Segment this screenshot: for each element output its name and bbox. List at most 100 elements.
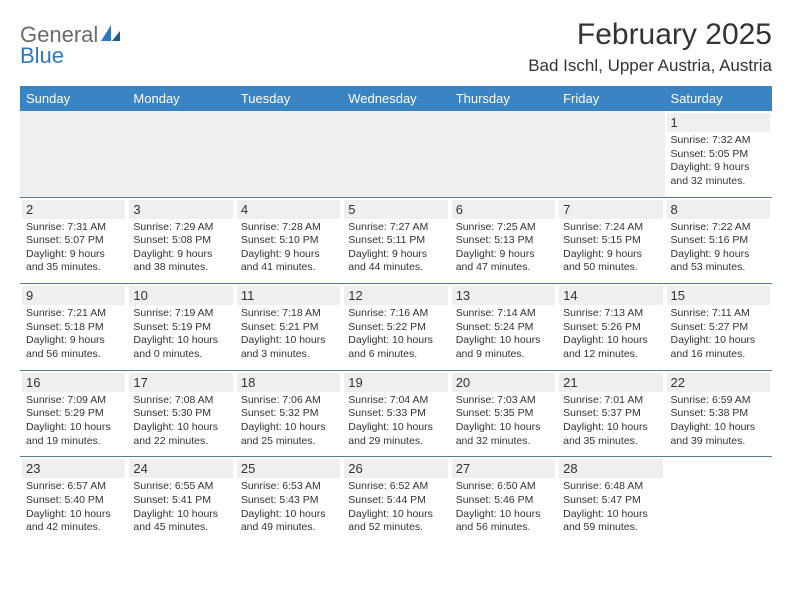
calendar-cell: 22Sunrise: 6:59 AMSunset: 5:38 PMDayligh… — [665, 370, 772, 457]
day-info: Sunrise: 6:48 AMSunset: 5:47 PMDaylight:… — [563, 480, 658, 535]
day-info: Sunrise: 7:27 AMSunset: 5:11 PMDaylight:… — [348, 221, 443, 276]
day-number: 21 — [559, 373, 662, 392]
day-number: 17 — [129, 373, 232, 392]
calendar-cell: 9 Sunrise: 7:21 AMSunset: 5:18 PMDaylight… — [20, 284, 127, 371]
calendar-cell: 12 Sunrise: 7:16 AMSunset: 5:22 PMDayligh… — [342, 284, 449, 371]
calendar-cell: . — [127, 111, 234, 197]
calendar-cell: 23 Sunrise: 6:57 AMSunset: 5:40 PMDayligh… — [20, 457, 127, 543]
day-number: 8 — [667, 200, 770, 219]
day-info: Sunrise: 7:21 AMSunset: 5:18 PMDaylight:… — [26, 307, 121, 362]
calendar-cell: . — [235, 111, 342, 197]
calendar-cell: 21 Sunrise: 7:01 AMSunset: 5:37 PMDayligh… — [557, 370, 664, 457]
day-number: 5 — [344, 200, 447, 219]
day-number: 1 — [667, 113, 770, 132]
day-number: 6 — [452, 200, 555, 219]
day-info: Sunrise: 7:25 AMSunset: 5:13 PMDaylight:… — [456, 221, 551, 276]
calendar-week: 2 Sunrise: 7:31 AMSunset: 5:07 PMDaylight… — [20, 197, 772, 284]
calendar-cell: 17Sunrise: 7:08 AMSunset: 5:30 PMDayligh… — [127, 370, 234, 457]
day-header: Thursday — [450, 86, 557, 111]
day-number: 3 — [129, 200, 232, 219]
calendar-cell: 25 Sunrise: 6:53 AMSunset: 5:43 PMDayligh… — [235, 457, 342, 543]
day-number: 9 — [22, 286, 125, 305]
day-info: Sunrise: 7:31 AMSunset: 5:07 PMDaylight:… — [26, 221, 121, 276]
calendar-week: 23 Sunrise: 6:57 AMSunset: 5:40 PMDayligh… — [20, 457, 772, 543]
day-header: Tuesday — [235, 86, 342, 111]
calendar-cell: . — [557, 111, 664, 197]
day-info: Sunrise: 7:32 AMSunset: 5:05 PMDaylight:… — [671, 134, 766, 189]
calendar-week: 16Sunrise: 7:09 AMSunset: 5:29 PMDayligh… — [20, 370, 772, 457]
day-number: 24 — [129, 459, 232, 478]
calendar-cell: 20 Sunrise: 7:03 AMSunset: 5:35 PMDayligh… — [450, 370, 557, 457]
calendar-cell: 18 Sunrise: 7:06 AMSunset: 5:32 PMDayligh… — [235, 370, 342, 457]
day-info: Sunrise: 7:13 AMSunset: 5:26 PMDaylight:… — [563, 307, 658, 362]
day-info: Sunrise: 7:22 AMSunset: 5:16 PMDaylight:… — [671, 221, 766, 276]
day-number: 10 — [129, 286, 232, 305]
day-info: Sunrise: 6:52 AMSunset: 5:44 PMDaylight:… — [348, 480, 443, 535]
day-info: Sunrise: 7:11 AMSunset: 5:27 PMDaylight:… — [671, 307, 766, 362]
day-number: 15 — [667, 286, 770, 305]
day-number: 27 — [452, 459, 555, 478]
day-number: 11 — [237, 286, 340, 305]
calendar-table: SundayMondayTuesdayWednesdayThursdayFrid… — [20, 86, 772, 543]
day-number: 16 — [22, 373, 125, 392]
title-block: February 2025 Bad Ischl, Upper Austria, … — [528, 18, 772, 76]
day-number: 14 — [559, 286, 662, 305]
day-info: Sunrise: 6:57 AMSunset: 5:40 PMDaylight:… — [26, 480, 121, 535]
day-number: 25 — [237, 459, 340, 478]
day-number: 12 — [344, 286, 447, 305]
day-header: Saturday — [665, 86, 772, 111]
calendar-cell: 3 Sunrise: 7:29 AMSunset: 5:08 PMDaylight… — [127, 197, 234, 284]
calendar-week: 9 Sunrise: 7:21 AMSunset: 5:18 PMDaylight… — [20, 284, 772, 371]
day-info: Sunrise: 6:55 AMSunset: 5:41 PMDaylight:… — [133, 480, 228, 535]
calendar-cell: 5 Sunrise: 7:27 AMSunset: 5:11 PMDaylight… — [342, 197, 449, 284]
day-info: Sunrise: 7:28 AMSunset: 5:10 PMDaylight:… — [241, 221, 336, 276]
day-info: Sunrise: 6:50 AMSunset: 5:46 PMDaylight:… — [456, 480, 551, 535]
calendar-head: SundayMondayTuesdayWednesdayThursdayFrid… — [20, 86, 772, 111]
day-info: Sunrise: 7:16 AMSunset: 5:22 PMDaylight:… — [348, 307, 443, 362]
day-info: Sunrise: 7:29 AMSunset: 5:08 PMDaylight:… — [133, 221, 228, 276]
calendar-week: ......1Sunrise: 7:32 AMSunset: 5:05 PMDa… — [20, 111, 772, 197]
calendar-cell: 1 Sunrise: 7:32 AMSunset: 5:05 PMDaylight… — [665, 111, 772, 197]
day-info: Sunrise: 7:04 AMSunset: 5:33 PMDaylight:… — [348, 394, 443, 449]
day-info: Sunrise: 7:24 AMSunset: 5:15 PMDaylight:… — [563, 221, 658, 276]
sail-icon — [100, 24, 122, 45]
day-info: Sunrise: 7:19 AMSunset: 5:19 PMDaylight:… — [133, 307, 228, 362]
calendar-cell: 16Sunrise: 7:09 AMSunset: 5:29 PMDayligh… — [20, 370, 127, 457]
day-number: 19 — [344, 373, 447, 392]
day-number: 26 — [344, 459, 447, 478]
day-number: 20 — [452, 373, 555, 392]
header-row: General Blue February 2025 Bad Ischl, Up… — [20, 18, 772, 76]
calendar-cell: 24 Sunrise: 6:55 AMSunset: 5:41 PMDayligh… — [127, 457, 234, 543]
calendar-cell: 8 Sunrise: 7:22 AMSunset: 5:16 PMDaylight… — [665, 197, 772, 284]
calendar-cell: 11 Sunrise: 7:18 AMSunset: 5:21 PMDayligh… — [235, 284, 342, 371]
day-info: Sunrise: 7:18 AMSunset: 5:21 PMDaylight:… — [241, 307, 336, 362]
calendar-cell: . — [20, 111, 127, 197]
calendar-cell: 10 Sunrise: 7:19 AMSunset: 5:19 PMDayligh… — [127, 284, 234, 371]
calendar-cell: 14 Sunrise: 7:13 AMSunset: 5:26 PMDayligh… — [557, 284, 664, 371]
day-info: Sunrise: 6:53 AMSunset: 5:43 PMDaylight:… — [241, 480, 336, 535]
day-number: 13 — [452, 286, 555, 305]
calendar-cell: 4 Sunrise: 7:28 AMSunset: 5:10 PMDaylight… — [235, 197, 342, 284]
calendar-cell: 6 Sunrise: 7:25 AMSunset: 5:13 PMDaylight… — [450, 197, 557, 284]
day-number: 4 — [237, 200, 340, 219]
day-header: Wednesday — [342, 86, 449, 111]
calendar-cell: 15 Sunrise: 7:11 AMSunset: 5:27 PMDayligh… — [665, 284, 772, 371]
day-info: Sunrise: 7:06 AMSunset: 5:32 PMDaylight:… — [241, 394, 336, 449]
month-title: February 2025 — [528, 18, 772, 52]
calendar-cell: 2 Sunrise: 7:31 AMSunset: 5:07 PMDaylight… — [20, 197, 127, 284]
calendar-cell: 13 Sunrise: 7:14 AMSunset: 5:24 PMDayligh… — [450, 284, 557, 371]
day-header: Sunday — [20, 86, 127, 111]
day-number: 18 — [237, 373, 340, 392]
day-info: Sunrise: 7:03 AMSunset: 5:35 PMDaylight:… — [456, 394, 551, 449]
day-number: 2 — [22, 200, 125, 219]
day-info: Sunrise: 7:14 AMSunset: 5:24 PMDaylight:… — [456, 307, 551, 362]
brand-text: General Blue — [20, 24, 122, 67]
calendar-cell: 19 Sunrise: 7:04 AMSunset: 5:33 PMDayligh… — [342, 370, 449, 457]
day-number: 22 — [667, 373, 770, 392]
day-number: 28 — [559, 459, 662, 478]
calendar-cell: . — [342, 111, 449, 197]
calendar-cell: 27 Sunrise: 6:50 AMSunset: 5:46 PMDayligh… — [450, 457, 557, 543]
day-info: Sunrise: 7:01 AMSunset: 5:37 PMDaylight:… — [563, 394, 658, 449]
day-header: Monday — [127, 86, 234, 111]
day-number: 23 — [22, 459, 125, 478]
